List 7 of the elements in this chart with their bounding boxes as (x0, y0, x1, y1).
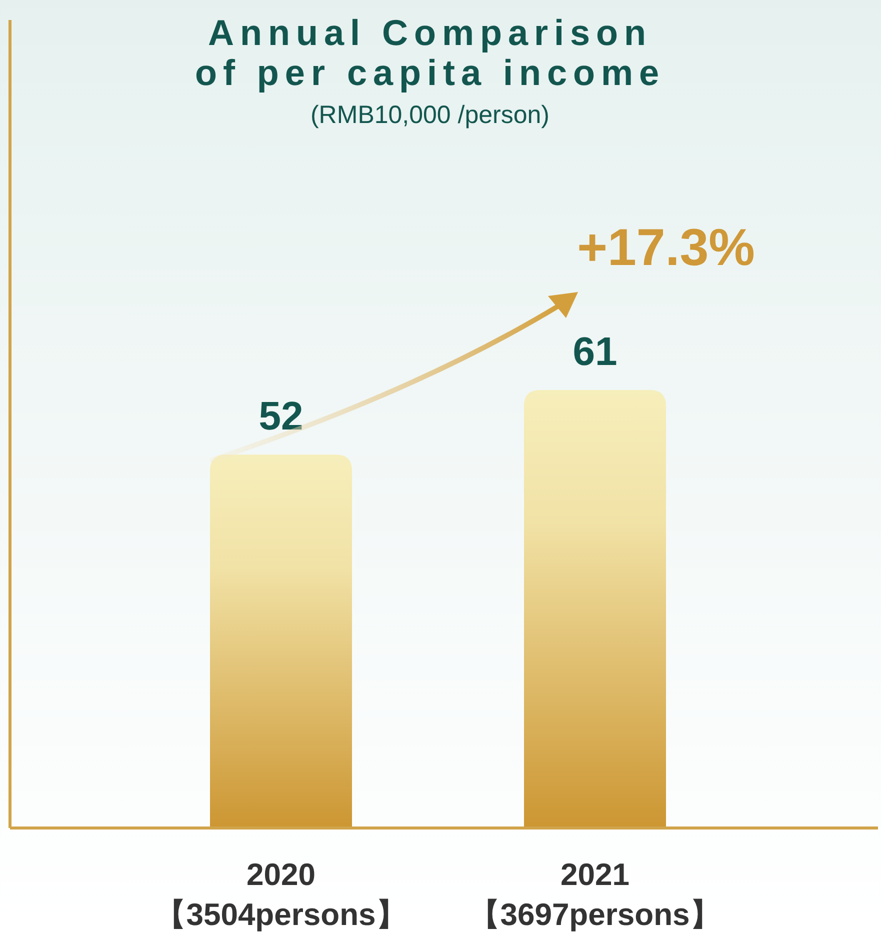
chart-title: Annual Comparison of per capita income (194, 12, 666, 93)
chart-subtitle: (RMB10,000 /person) (310, 101, 550, 129)
x-tick-label: 2021 【3697persons】 (469, 857, 721, 932)
data-label: 61 (572, 330, 618, 374)
data-label: 52 (258, 394, 304, 439)
x-tick-label: 2020 【3504persons】 (155, 857, 407, 932)
text: +17.3% (577, 219, 755, 277)
